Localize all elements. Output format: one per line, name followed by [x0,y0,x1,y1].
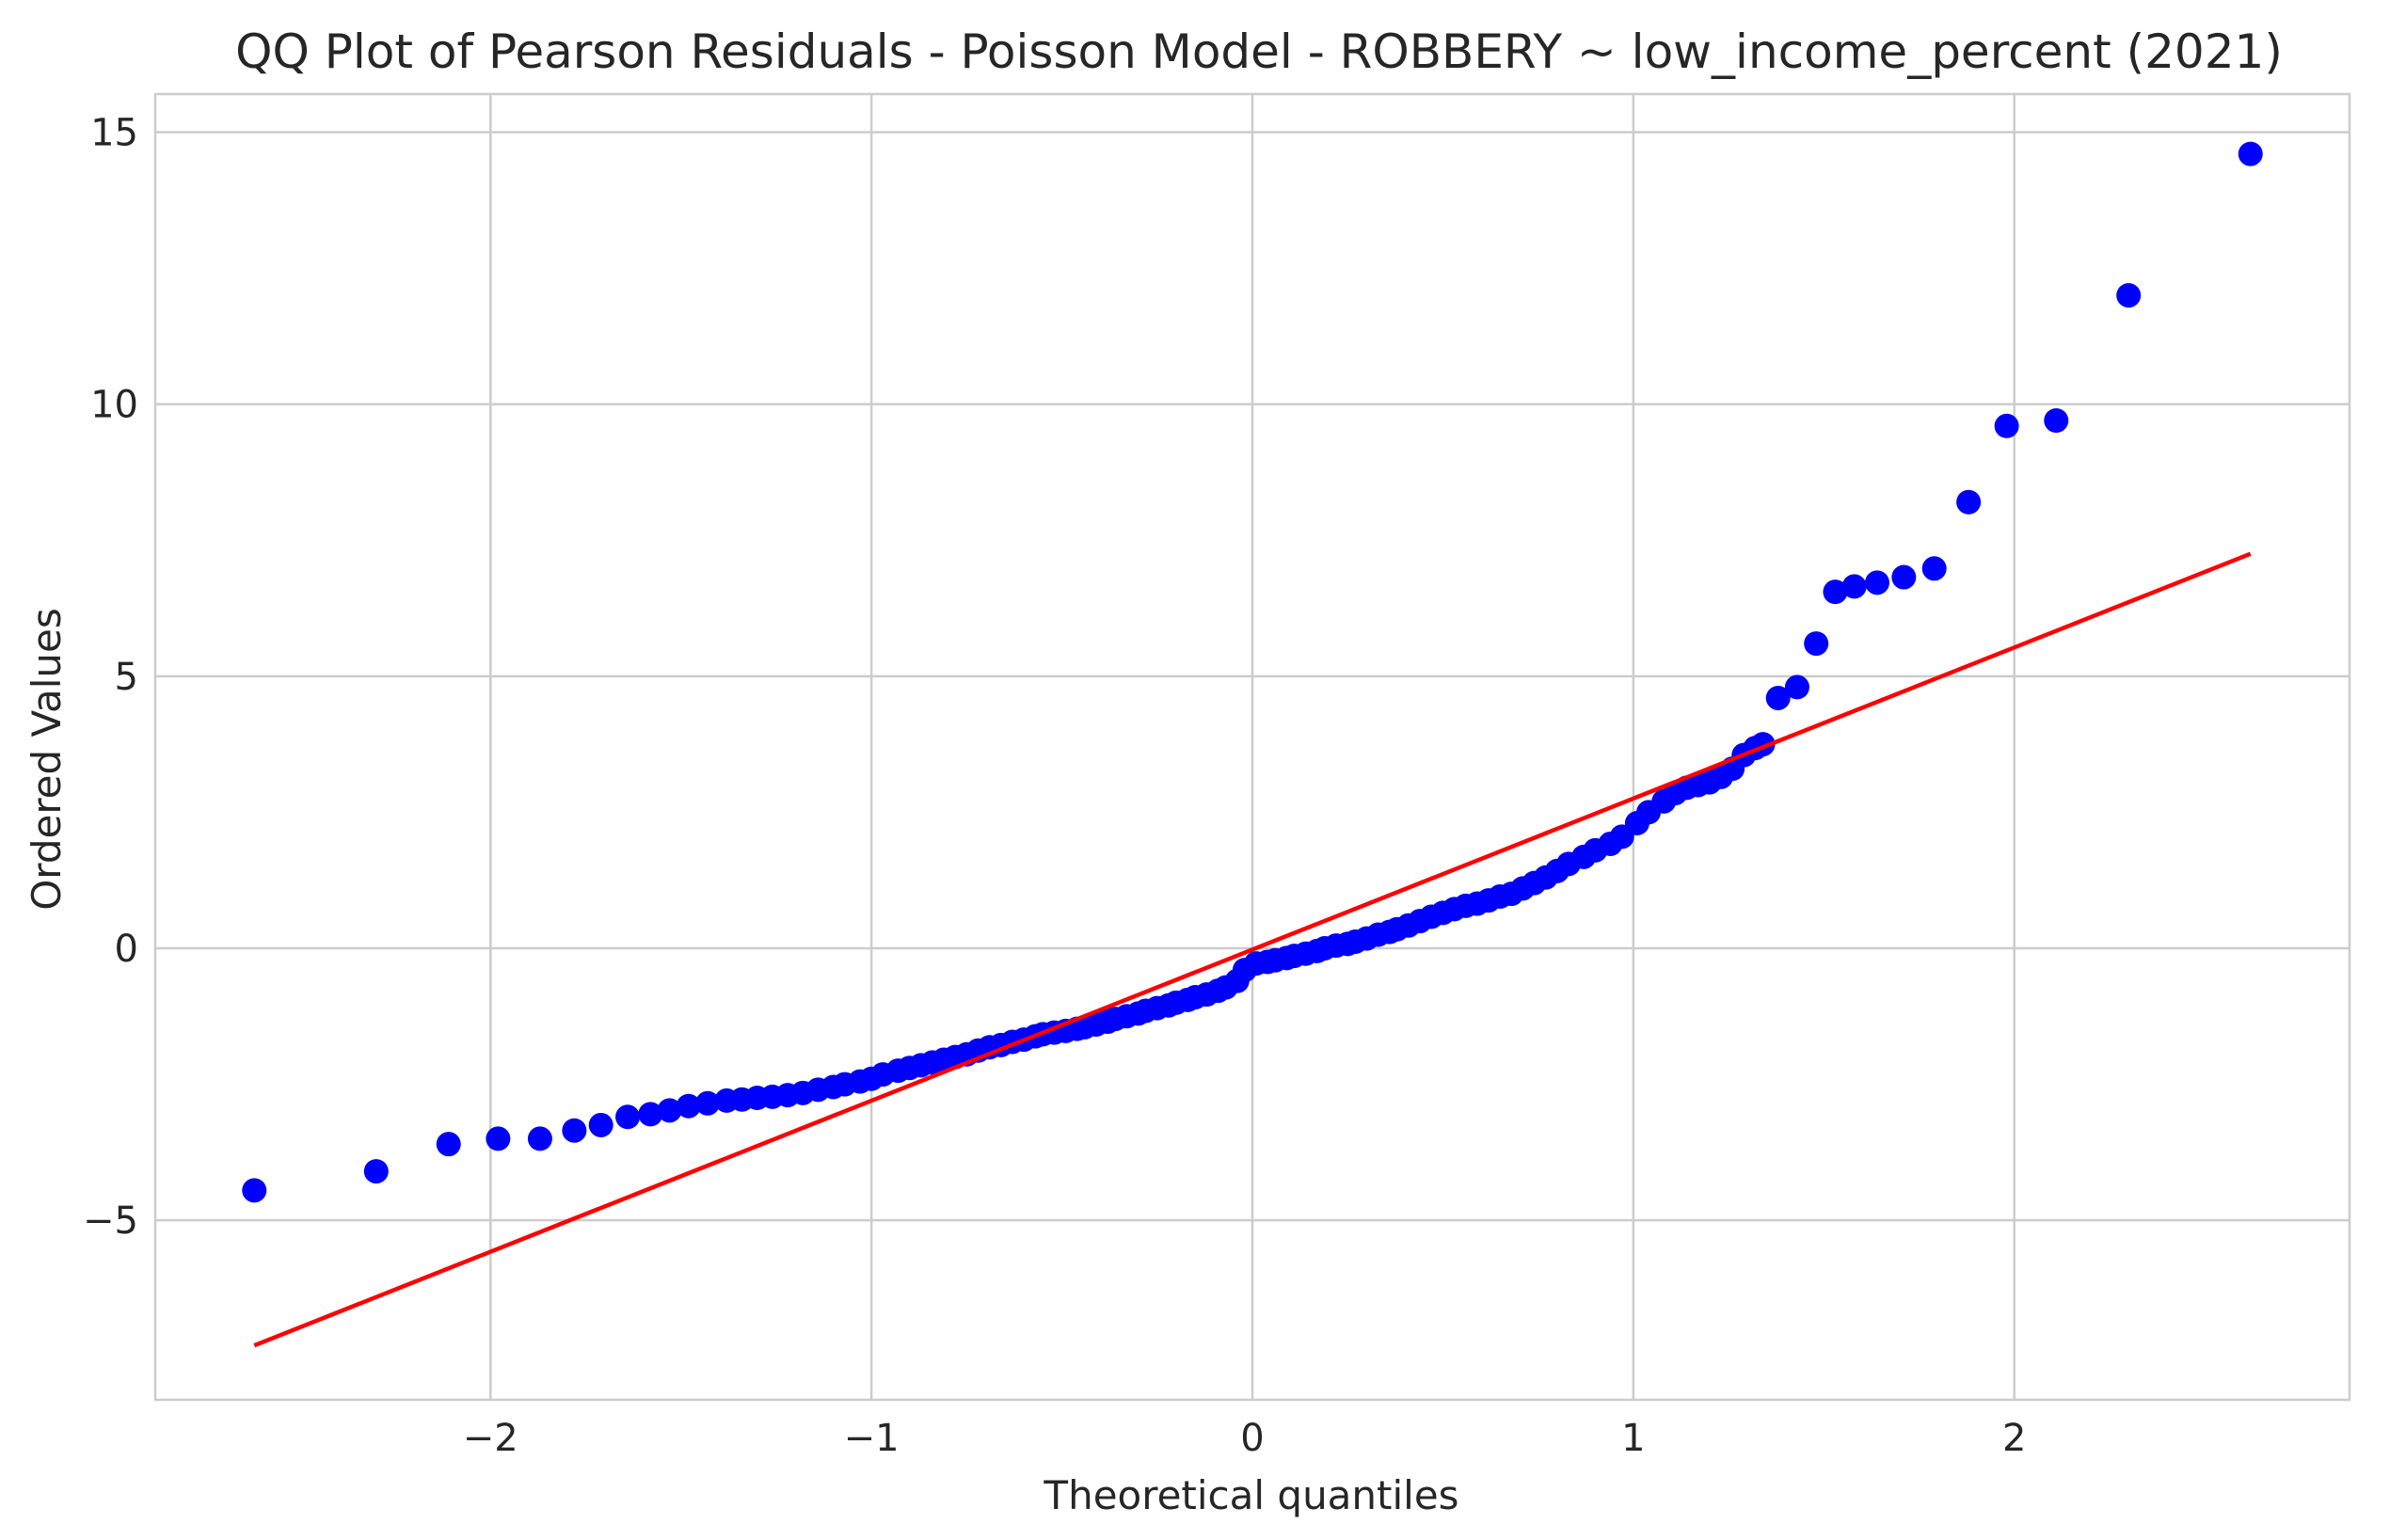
data-point [588,1112,613,1137]
y-tick-label: 5 [115,656,138,699]
x-tick-label: 0 [1240,1417,1264,1460]
data-point [695,1090,721,1116]
data-point [1841,574,1867,599]
data-point [242,1178,267,1203]
y-axis-title: Ordered Values [24,608,70,911]
residual-points [242,141,2263,1203]
y-tick-label: 0 [115,928,138,971]
data-point [562,1118,587,1143]
y-tick-label: 10 [90,384,138,427]
plot-frame [153,92,2351,1402]
data-point [2238,141,2263,167]
data-point [363,1159,389,1184]
data-point [1784,675,1809,700]
tick-labels: −2 −1 0 1 2 −5 0 5 10 15 [83,111,2026,1460]
data-point [527,1126,552,1151]
data-point [638,1102,663,1127]
data-point [2044,408,2069,433]
data-point [2116,282,2142,308]
data-point [1994,413,2019,438]
data-point [657,1098,682,1123]
data-point [486,1126,511,1151]
x-tick-label: −1 [844,1417,900,1460]
x-tick-label: 1 [1621,1417,1645,1460]
data-point [1765,685,1791,710]
x-tick-label: −2 [463,1417,518,1460]
y-tick-label: −5 [83,1199,138,1243]
data-point [1864,570,1889,595]
data-point [1891,564,1917,590]
x-tick-label: 2 [2002,1417,2026,1460]
y-tick-label: 15 [90,111,138,154]
data-point [436,1132,461,1157]
data-point [1956,489,1982,515]
data-point [1921,556,1947,581]
reference-line [253,551,2252,1348]
data-point [1823,579,1848,605]
data-point [1804,631,1829,657]
data-point [615,1104,641,1130]
reference-line-group [253,551,2252,1348]
data-point [676,1093,701,1119]
x-axis-title: Theoretical quantiles [1043,1472,1458,1518]
chart-title: QQ Plot of Pearson Residuals - Poisson M… [235,24,2283,79]
